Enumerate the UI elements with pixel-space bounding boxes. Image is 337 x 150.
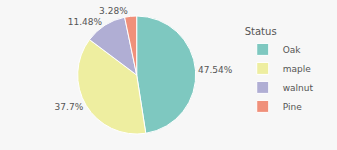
svg-text:3.28%: 3.28% bbox=[99, 6, 128, 16]
svg-text:Status: Status bbox=[245, 26, 277, 37]
svg-text:maple: maple bbox=[283, 64, 311, 74]
svg-text:Pine: Pine bbox=[283, 102, 302, 112]
svg-text:11.48%: 11.48% bbox=[68, 17, 103, 27]
svg-text:47.54%: 47.54% bbox=[198, 65, 233, 75]
svg-text:37.7%: 37.7% bbox=[55, 102, 84, 112]
svg-text:walnut: walnut bbox=[283, 83, 314, 93]
svg-text:Oak: Oak bbox=[283, 45, 302, 55]
